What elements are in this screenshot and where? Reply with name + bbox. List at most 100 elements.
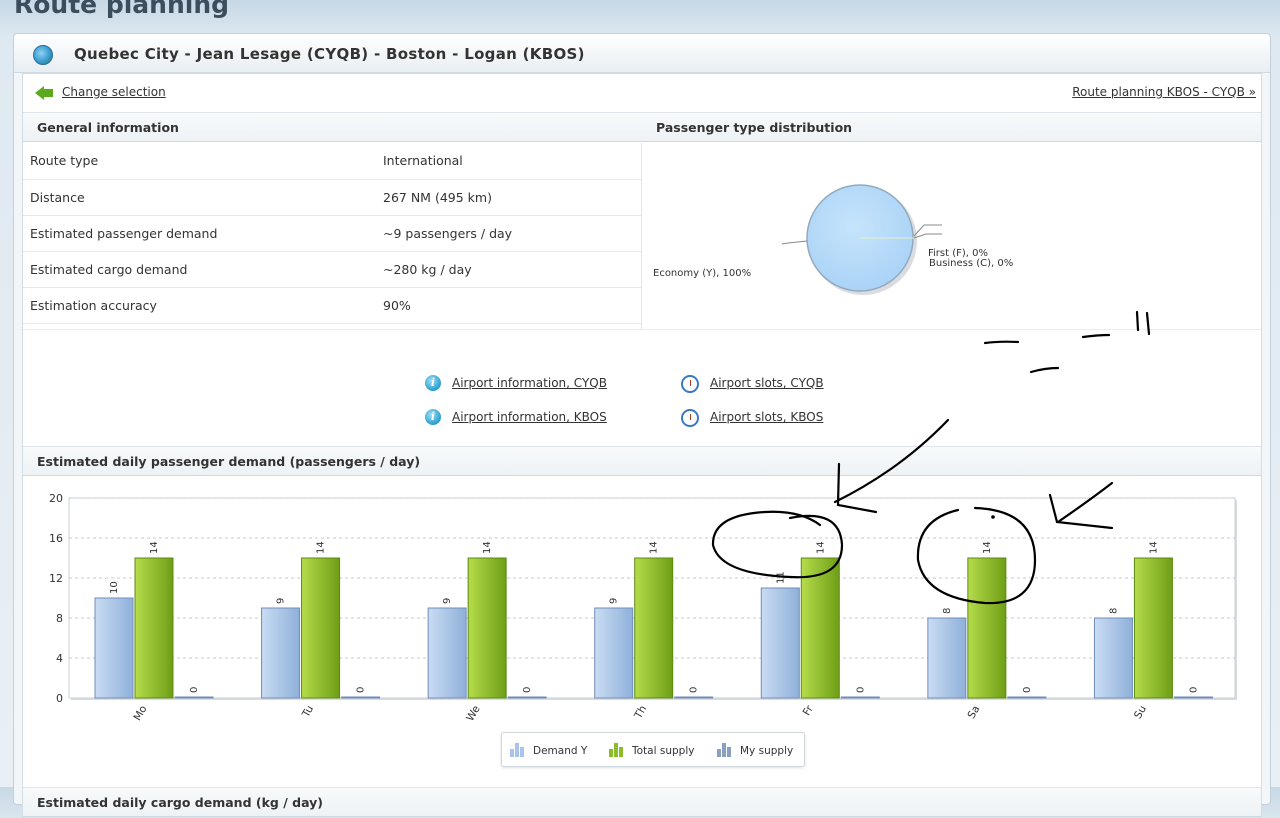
divider <box>23 329 1261 330</box>
bar-demand-y[interactable] <box>94 597 134 699</box>
table-row: Route type International <box>23 143 641 180</box>
info-label: Distance <box>23 179 383 216</box>
data-label: 14 <box>316 541 327 554</box>
info-icon: i <box>425 375 441 391</box>
info-value: 267 NM (495 km) <box>383 179 641 216</box>
bar-chart-icon <box>510 743 526 757</box>
x-tick-label: Tu <box>300 704 317 721</box>
y-tick-label: 4 <box>56 652 63 665</box>
x-tick-label: Mo <box>131 704 149 723</box>
cargo-demand-heading: Estimated daily cargo demand (kg / day) <box>23 787 1261 817</box>
data-label: 0 <box>689 687 700 693</box>
bar-demand-y[interactable] <box>594 607 634 699</box>
pie-label-economy: Economy (Y), 100% <box>653 268 752 279</box>
table-row: Estimated passenger demand ~9 passengers … <box>23 215 641 252</box>
info-label: Route type <box>23 143 383 180</box>
passenger-demand-heading: Estimated daily passenger demand (passen… <box>23 446 1261 476</box>
x-tick-label: Fr <box>801 703 817 718</box>
airport-slots-kbos-link[interactable]: Airport slots, KBOS <box>710 410 824 424</box>
general-info-table: Route type International Distance 267 NM (… <box>23 143 641 324</box>
bar-demand-y[interactable] <box>427 607 467 699</box>
data-label: 0 <box>1022 687 1033 693</box>
bar-chart-icon <box>609 743 625 757</box>
distribution-heading: Passenger type distribution <box>641 112 1261 142</box>
bar-demand-y[interactable] <box>261 607 301 699</box>
table-row: Distance 267 NM (495 km) <box>23 179 641 216</box>
bar-total-supply[interactable] <box>134 557 174 699</box>
bar-chart-icon <box>717 743 733 757</box>
bar-my-supply[interactable] <box>1007 696 1047 699</box>
data-label: 14 <box>482 541 493 554</box>
globe-icon <box>33 45 53 65</box>
bar-demand-y[interactable] <box>1093 617 1133 699</box>
data-label: 14 <box>149 541 160 554</box>
y-tick-label: 8 <box>56 612 63 625</box>
bar-my-supply[interactable] <box>840 696 880 699</box>
data-label: 9 <box>276 598 287 604</box>
bar-my-supply[interactable] <box>674 696 714 699</box>
info-label: Estimated passenger demand <box>23 215 383 252</box>
pie-label-business: Business (C), 0% <box>929 258 1014 269</box>
pie-label-first: First (F), 0% <box>928 248 988 259</box>
data-label: 9 <box>442 598 453 604</box>
bar-total-supply[interactable] <box>800 557 840 699</box>
bar-total-supply[interactable] <box>967 557 1007 699</box>
bar-total-supply[interactable] <box>467 557 507 699</box>
reverse-route-link[interactable]: Route planning KBOS - CYQB » <box>1072 85 1256 99</box>
legend-label: Total supply <box>632 745 695 757</box>
data-label: 14 <box>1148 541 1159 554</box>
table-row: Estimated cargo demand ~280 kg / day <box>23 251 641 288</box>
airport-info-kbos-link[interactable]: Airport information, KBOS <box>452 410 607 424</box>
bar-total-supply[interactable] <box>634 557 674 699</box>
x-tick-label: Sa <box>966 704 983 721</box>
y-tick-label: 16 <box>49 532 63 545</box>
info-value: 90% <box>383 287 641 324</box>
route-title: Quebec City - Jean Lesage (CYQB) - Bosto… <box>74 45 585 63</box>
data-label: 10 <box>109 581 120 594</box>
data-label: 14 <box>649 541 660 554</box>
page-title: Route planning <box>14 0 230 19</box>
general-info-heading: General information <box>23 112 641 142</box>
bar-my-supply[interactable] <box>1173 696 1213 699</box>
airport-slots-cyqb-link[interactable]: Airport slots, CYQB <box>710 376 824 390</box>
info-icon: i <box>425 409 441 425</box>
bar-total-supply[interactable] <box>1133 557 1173 699</box>
pie-chart <box>781 184 942 295</box>
route-panel: Change selection Route planning KBOS - C… <box>22 73 1262 817</box>
legend-label: My supply <box>740 745 794 757</box>
pie-leader-economy <box>781 240 808 245</box>
data-label: 0 <box>855 687 866 693</box>
info-value: ~9 passengers / day <box>383 215 641 252</box>
x-tick-label: Su <box>1132 704 1149 722</box>
data-label: 0 <box>1188 687 1199 693</box>
data-label: 8 <box>1108 608 1119 614</box>
column-divider <box>641 143 642 329</box>
clock-icon <box>681 375 699 393</box>
pie-leader-business <box>913 233 942 239</box>
chart-legend: Demand Y Total supply My supply <box>501 732 805 767</box>
pie-leader-first <box>913 224 942 237</box>
bar-total-supply[interactable] <box>301 557 341 699</box>
airport-info-cyqb-link[interactable]: Airport information, CYQB <box>452 376 607 390</box>
bar-my-supply[interactable] <box>507 696 547 699</box>
info-value: International <box>383 143 641 180</box>
bar-demand-y[interactable] <box>927 617 967 699</box>
data-label: 9 <box>609 598 620 604</box>
clock-icon <box>681 409 699 427</box>
bar-my-supply[interactable] <box>341 696 381 699</box>
info-value: ~280 kg / day <box>383 251 641 288</box>
change-selection-text[interactable]: Change selection <box>62 85 166 99</box>
info-label: Estimated cargo demand <box>23 251 383 288</box>
info-label: Estimation accuracy <box>23 287 383 324</box>
data-label: 0 <box>356 687 367 693</box>
legend-label: Demand Y <box>533 745 588 757</box>
table-row: Estimation accuracy 90% <box>23 287 641 324</box>
bar-demand-y[interactable] <box>760 587 800 699</box>
route-header: Quebec City - Jean Lesage (CYQB) - Bosto… <box>14 34 1270 73</box>
data-label: 8 <box>942 608 953 614</box>
route-container: Quebec City - Jean Lesage (CYQB) - Bosto… <box>13 33 1271 817</box>
y-tick-label: 0 <box>56 692 63 705</box>
bar-my-supply[interactable] <box>174 696 214 699</box>
y-tick-label: 20 <box>49 492 63 505</box>
data-label: 11 <box>775 571 786 584</box>
